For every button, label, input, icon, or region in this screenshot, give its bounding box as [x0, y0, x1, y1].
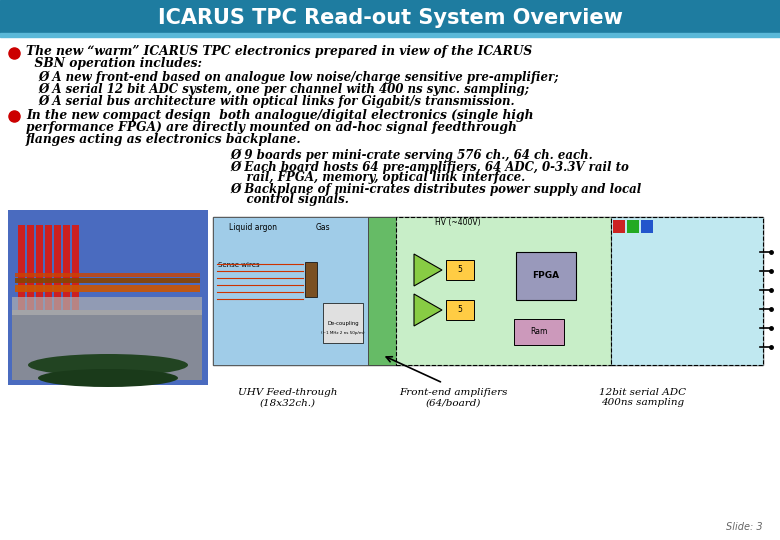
Bar [12, 310, 202, 380]
Bar [368, 217, 396, 365]
Bar [613, 220, 625, 233]
Text: rail, FPGA, memory, optical link interface.: rail, FPGA, memory, optical link interfa… [230, 171, 525, 184]
Text: HV (~400V): HV (~400V) [435, 219, 480, 227]
Bar [15, 278, 200, 283]
Bar [323, 303, 363, 343]
Text: Ram: Ram [530, 327, 548, 336]
Text: UHV Feed-through
(18x32ch.): UHV Feed-through (18x32ch.) [239, 388, 338, 407]
Text: Ø A new front-end based on analogue low noise/charge sensitive pre-amplifier;: Ø A new front-end based on analogue low … [38, 70, 558, 84]
Text: Ø A serial 12 bit ADC system, one per channel with 400 ns sync. sampling;: Ø A serial 12 bit ADC system, one per ch… [38, 82, 529, 96]
Text: Liquid argon: Liquid argon [229, 222, 277, 232]
Text: 12bit serial ADC
400ns sampling: 12bit serial ADC 400ns sampling [600, 388, 686, 407]
Text: Ø A serial bus architecture with optical links for Gigabit/s transmission.: Ø A serial bus architecture with optical… [38, 94, 515, 107]
Text: In the new compact design  both analogue/digital electronics (single high: In the new compact design both analogue/… [26, 109, 534, 122]
Bar [15, 285, 200, 292]
Polygon shape [414, 294, 442, 326]
Bar [72, 225, 79, 310]
Bar [45, 225, 52, 310]
Text: The new “warm” ICARUS TPC electronics prepared in view of the ICARUS: The new “warm” ICARUS TPC electronics pr… [26, 45, 532, 58]
Text: ICARUS TPC Read-out System Overview: ICARUS TPC Read-out System Overview [158, 8, 622, 28]
Text: FPGA: FPGA [533, 272, 559, 280]
Text: 5: 5 [458, 306, 463, 314]
Bar [15, 273, 200, 277]
Text: Front-end amplifiers
(64/board): Front-end amplifiers (64/board) [399, 388, 507, 407]
Bar [446, 300, 474, 320]
Bar [611, 217, 763, 365]
Text: SBN operation includes:: SBN operation includes: [26, 57, 202, 71]
Bar [305, 262, 317, 297]
Bar [18, 225, 25, 310]
Text: 5: 5 [458, 266, 463, 274]
Bar [446, 260, 474, 280]
Bar [8, 210, 208, 385]
Bar [12, 297, 202, 315]
Text: Ø Each board hosts 64 pre-amplifiers, 64 ADC, 0-3.3V rail to: Ø Each board hosts 64 pre-amplifiers, 64… [230, 160, 629, 174]
Text: Ø 9 boards per mini-crate serving 576 ch., 64 ch. each.: Ø 9 boards per mini-crate serving 576 ch… [230, 148, 593, 161]
Bar [54, 225, 61, 310]
Bar [627, 220, 639, 233]
Bar [641, 220, 653, 233]
Text: (~1 MHz 2 ns 50p/m): (~1 MHz 2 ns 50p/m) [321, 331, 365, 335]
Bar [63, 225, 70, 310]
Text: Sense wires: Sense wires [218, 262, 260, 268]
Bar [27, 225, 34, 310]
Text: Gas: Gas [316, 222, 330, 232]
Bar [516, 252, 576, 300]
Bar [0, 33, 780, 37]
Polygon shape [414, 254, 442, 286]
Text: De-coupling: De-coupling [327, 321, 359, 326]
Bar [0, 0, 780, 35]
Text: performance FPGA) are directly mounted on ad-hoc signal feedthrough: performance FPGA) are directly mounted o… [26, 120, 517, 133]
Bar [514, 319, 564, 345]
Bar [36, 225, 43, 310]
Ellipse shape [38, 369, 178, 387]
Text: flanges acting as electronics backplane.: flanges acting as electronics backplane. [26, 132, 302, 145]
Bar [213, 217, 368, 365]
Text: control signals.: control signals. [230, 192, 349, 206]
Bar [396, 217, 611, 365]
Bar [213, 217, 763, 365]
Text: Slide: 3: Slide: 3 [726, 522, 763, 532]
Text: Ø Backplane of mini-crates distributes power supply and local: Ø Backplane of mini-crates distributes p… [230, 183, 641, 195]
Ellipse shape [28, 354, 188, 376]
